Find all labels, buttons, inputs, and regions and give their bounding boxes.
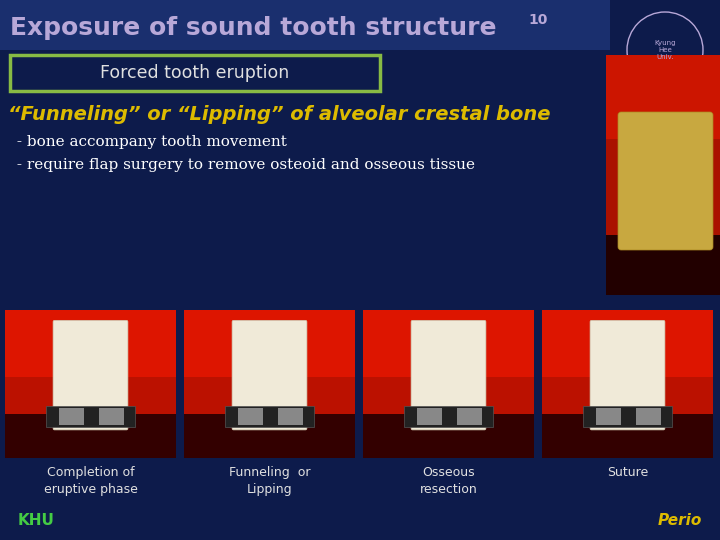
Text: Suture: Suture	[607, 466, 648, 479]
Bar	[46, 406, 135, 427]
Bar	[184, 414, 355, 458]
Bar	[5, 310, 176, 376]
FancyBboxPatch shape	[53, 320, 128, 430]
Text: Funneling  or
Lipping: Funneling or Lipping	[229, 466, 310, 496]
Bar	[363, 310, 534, 376]
Bar	[542, 310, 713, 458]
Bar	[279, 408, 303, 425]
Bar	[596, 408, 621, 425]
Bar	[184, 310, 355, 458]
Bar	[363, 310, 534, 458]
Bar	[404, 406, 493, 427]
Text: KHU: KHU	[18, 513, 55, 528]
FancyBboxPatch shape	[411, 320, 486, 430]
Bar	[583, 406, 672, 427]
Text: Osseous
resection: Osseous resection	[420, 466, 477, 496]
Bar	[418, 408, 442, 425]
Bar	[99, 408, 125, 425]
Bar	[5, 414, 176, 458]
Bar	[610, 0, 720, 95]
Text: - require flap surgery to remove osteoid and osseous tissue: - require flap surgery to remove osteoid…	[12, 158, 475, 172]
Bar	[606, 55, 720, 295]
FancyBboxPatch shape	[590, 320, 665, 430]
Text: 10: 10	[528, 13, 547, 27]
Bar	[10, 55, 380, 91]
Bar	[59, 408, 84, 425]
Text: “Funneling” or “Lipping” of alveolar crestal bone: “Funneling” or “Lipping” of alveolar cre…	[8, 105, 551, 124]
Bar	[225, 406, 314, 427]
Bar	[542, 310, 713, 376]
Bar	[363, 414, 534, 458]
Bar	[606, 235, 720, 295]
Bar	[636, 408, 661, 425]
Bar	[184, 310, 355, 376]
Bar	[606, 55, 720, 139]
Text: Completion of
eruptive phase: Completion of eruptive phase	[44, 466, 138, 496]
Text: Perio: Perio	[657, 513, 702, 528]
FancyBboxPatch shape	[232, 320, 307, 430]
Bar	[5, 310, 176, 458]
Bar	[238, 408, 264, 425]
Bar	[0, 0, 720, 50]
Bar	[457, 408, 482, 425]
Text: - bone accompany tooth movement: - bone accompany tooth movement	[12, 135, 287, 149]
Text: Exposure of sound tooth structure: Exposure of sound tooth structure	[10, 16, 505, 40]
Bar	[542, 414, 713, 458]
Text: Kyung
Hee
Univ.: Kyung Hee Univ.	[654, 40, 676, 60]
Text: Forced tooth eruption: Forced tooth eruption	[100, 64, 289, 82]
FancyBboxPatch shape	[618, 112, 713, 250]
